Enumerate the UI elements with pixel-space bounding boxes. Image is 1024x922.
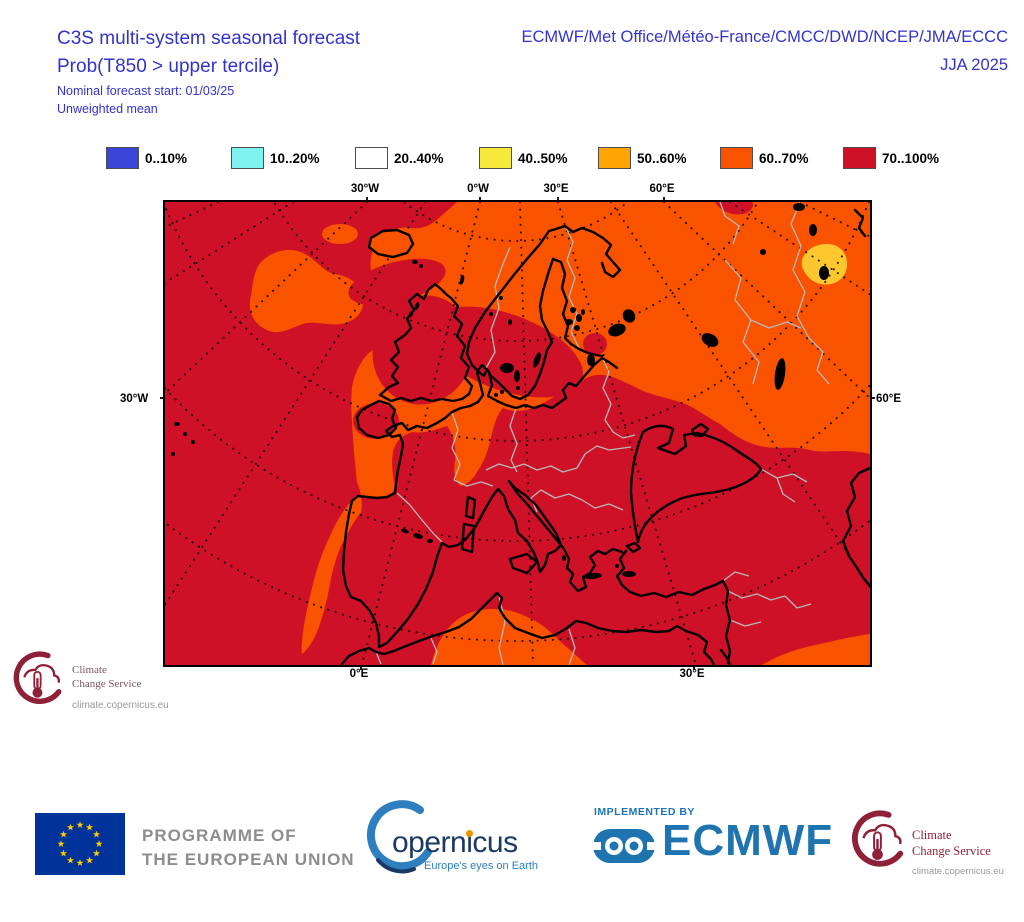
svg-text:★: ★ bbox=[85, 856, 94, 867]
legend-label: 50..60% bbox=[637, 150, 687, 166]
legend-swatch-40-50 bbox=[479, 147, 512, 169]
copernicus-arc-icon bbox=[362, 798, 434, 883]
axis-label-top-60e: 60°E bbox=[649, 183, 675, 195]
axis-label-top-30e: 30°E bbox=[543, 183, 569, 195]
legend-item: 20..40% bbox=[355, 147, 444, 169]
country-borders bbox=[375, 202, 830, 665]
svg-text:★: ★ bbox=[76, 820, 85, 831]
model-list-label: ECMWF/Met Office/Météo-France/CMCC/DWD/N… bbox=[521, 28, 1009, 46]
svg-text:★: ★ bbox=[66, 856, 75, 867]
ecmwf-wordmark: ECMWF bbox=[662, 816, 834, 865]
legend-label: 0..10% bbox=[145, 150, 188, 166]
svg-text:★: ★ bbox=[57, 839, 66, 850]
legend-label: 60..70% bbox=[759, 150, 809, 166]
ccs-cloud-thermometer-icon bbox=[13, 651, 62, 704]
axis-label-bottom-0e: 0°E bbox=[349, 668, 369, 680]
page-subtitle-variable: Prob(T850 > upper tercile) bbox=[57, 56, 280, 77]
page-title: C3S multi-system seasonal forecast bbox=[57, 28, 361, 49]
svg-text:★: ★ bbox=[85, 823, 94, 834]
axis-label-right-60e: 60°E bbox=[876, 393, 902, 405]
legend-swatch-50-60 bbox=[598, 147, 631, 169]
axis-label-left-30w: 30°W bbox=[120, 393, 149, 405]
legend-item: 70..100% bbox=[843, 147, 939, 169]
forecast-start-label: Nominal forecast start: 01/03/25 bbox=[57, 84, 235, 98]
eu-stars: ★ ★★ ★★★ ★★★ ★★★ bbox=[57, 820, 104, 869]
weighting-label: Unweighted mean bbox=[57, 102, 158, 116]
axis-label-top-30w: 30°W bbox=[350, 183, 380, 195]
eu-programme-text: PROGRAMME OF THE EUROPEAN UNION bbox=[142, 824, 355, 872]
forecast-map bbox=[160, 197, 875, 670]
legend-label: 10..20% bbox=[270, 150, 320, 166]
frame-ticks bbox=[160, 197, 875, 670]
svg-text:★: ★ bbox=[95, 839, 104, 850]
svg-text:★: ★ bbox=[59, 830, 68, 841]
ccs-logo-footer: Climate Change Service climate.copernicu… bbox=[846, 806, 1024, 886]
legend-swatch-10-20 bbox=[231, 147, 264, 169]
copernicus-wordmark: opernicus bbox=[392, 826, 518, 859]
ccs-cloud-thermometer-icon bbox=[851, 810, 904, 867]
axis-label-top-0w: 0°W bbox=[467, 183, 489, 195]
forecast-map-svg bbox=[160, 197, 875, 670]
legend-item: 50..60% bbox=[598, 147, 687, 169]
legend-label: 70..100% bbox=[882, 150, 940, 166]
legend-item: 0..10% bbox=[106, 147, 187, 169]
ccs-name-line2: Change Service bbox=[72, 678, 142, 690]
season-label: JJA 2025 bbox=[940, 56, 1008, 74]
svg-text:★: ★ bbox=[76, 858, 85, 869]
eu-programme-line1: PROGRAMME OF bbox=[142, 826, 297, 845]
ccs-name-line1: Climate bbox=[72, 664, 107, 676]
eu-programme-line2: THE EUROPEAN UNION bbox=[142, 850, 355, 869]
svg-text:★: ★ bbox=[92, 849, 101, 860]
legend-swatch-0-10 bbox=[106, 147, 139, 169]
ccs-logo-map-corner: Climate Change Service climate.copernicu… bbox=[8, 648, 169, 718]
svg-text:★: ★ bbox=[66, 823, 75, 834]
legend-label: 20..40% bbox=[394, 150, 444, 166]
legend-swatch-60-70 bbox=[720, 147, 753, 169]
ecmwf-logo-icon bbox=[592, 822, 656, 875]
axis-label-bottom-30e: 30°E bbox=[679, 668, 705, 680]
coastlines bbox=[340, 208, 870, 665]
graticule bbox=[165, 202, 870, 665]
implemented-by-label: IMPLEMENTED BY bbox=[594, 806, 695, 818]
copernicus-orange-dot-icon bbox=[466, 830, 473, 837]
ccs-url: climate.copernicus.eu bbox=[72, 700, 169, 711]
legend-item: 10..20% bbox=[231, 147, 320, 169]
ccs-name-line1: Climate bbox=[912, 828, 952, 842]
legend-item: 40..50% bbox=[479, 147, 568, 169]
legend-item: 60..70% bbox=[720, 147, 809, 169]
legend-swatch-70-100 bbox=[843, 147, 876, 169]
legend-swatch-20-40 bbox=[355, 147, 388, 169]
svg-text:★: ★ bbox=[59, 849, 68, 860]
ccs-name-line2: Change Service bbox=[912, 844, 991, 858]
copernicus-tagline: Europe's eyes on Earth bbox=[424, 860, 539, 872]
ccs-url: climate.copernicus.eu bbox=[912, 866, 1004, 877]
lakes-and-islands bbox=[171, 203, 829, 580]
legend-label: 40..50% bbox=[518, 150, 568, 166]
svg-text:★: ★ bbox=[92, 830, 101, 841]
eu-flag-logo: ★ ★ ★ ★ ★ ★ ★ ★ ★ ★ ★ ★ bbox=[35, 813, 125, 880]
